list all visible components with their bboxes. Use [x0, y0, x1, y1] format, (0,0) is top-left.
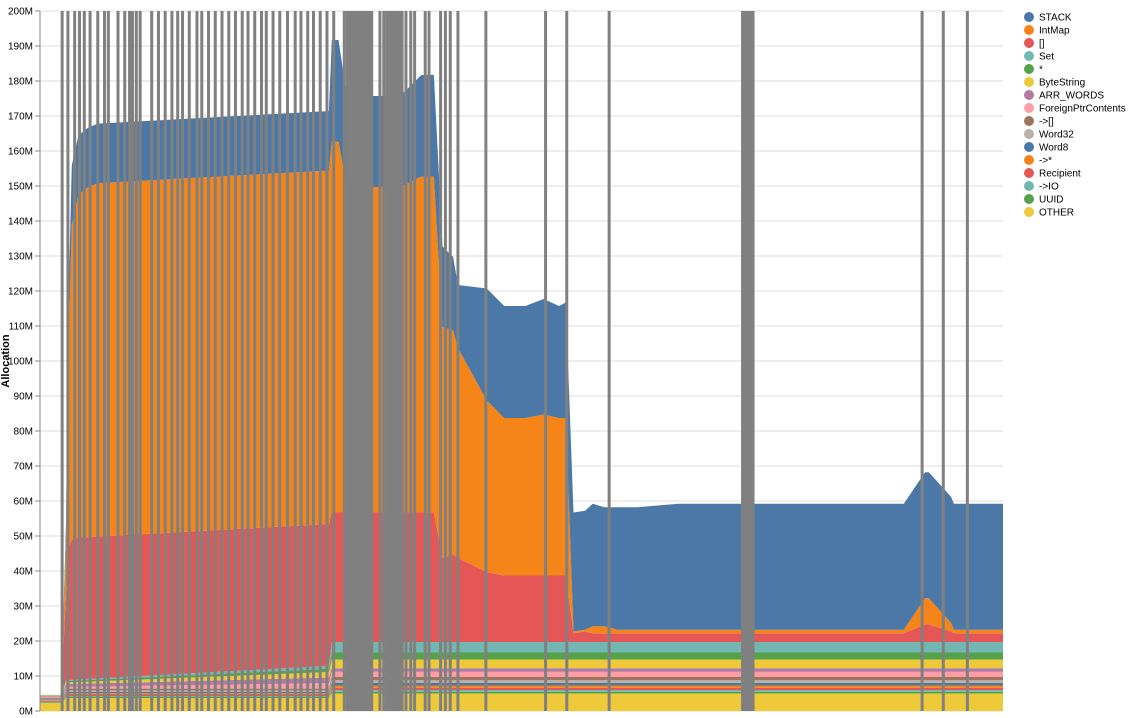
- y-tick-label: 70M: [14, 462, 33, 473]
- area-series-Set: [40, 642, 1003, 696]
- legend-label: ->[]: [1039, 117, 1054, 128]
- legend-swatch: [1024, 194, 1034, 204]
- legend-label: *: [1039, 65, 1043, 76]
- area-series-ARR_WORDS: [40, 668, 1003, 698]
- legend-swatch: [1024, 77, 1034, 87]
- legend-swatch: [1024, 168, 1034, 178]
- y-tick-label: 140M: [8, 217, 33, 228]
- y-axis-title: Allocation: [0, 334, 12, 387]
- area-series-->IO: [40, 690, 1003, 703]
- marker-band: [741, 11, 755, 711]
- y-tick-label: 80M: [14, 427, 33, 438]
- y-tick-label: 100M: [8, 357, 33, 368]
- y-tick-label: 130M: [8, 252, 33, 263]
- area-series-*: [40, 652, 1003, 696]
- legend-label: Word32: [1039, 130, 1074, 141]
- legend-swatch: [1024, 25, 1034, 35]
- area-series-STACK: [40, 40, 1003, 695]
- y-tick-label: 60M: [14, 497, 33, 508]
- area-series-Word8: [40, 683, 1003, 701]
- legend-swatch: [1024, 181, 1034, 191]
- y-tick-label: 50M: [14, 532, 33, 543]
- y-tick-label: 200M: [8, 7, 33, 18]
- legend-swatch: [1024, 116, 1034, 126]
- legend-swatch: [1024, 103, 1034, 113]
- area-series-->[]: [40, 677, 1003, 699]
- legend-swatch: [1024, 142, 1034, 152]
- legend-swatch: [1024, 207, 1034, 217]
- legend-swatch: [1024, 38, 1034, 48]
- area-series-Recipient: [40, 687, 1003, 702]
- legend-label: ->*: [1039, 156, 1052, 167]
- y-tick-label: 30M: [14, 602, 33, 613]
- legend-label: Set: [1039, 52, 1054, 63]
- legend-label: ARR_WORDS: [1039, 91, 1104, 102]
- legend-label: []: [1039, 39, 1045, 50]
- legend-label: ForeignPtrContents: [1039, 104, 1126, 115]
- legend-label: Recipient: [1039, 169, 1081, 180]
- legend-label: OTHER: [1039, 208, 1074, 219]
- stacked-areas: [40, 40, 1003, 711]
- y-tick-label: 170M: [8, 112, 33, 123]
- legend-swatch: [1024, 90, 1034, 100]
- y-tick-label: 150M: [8, 182, 33, 193]
- area-series-Word32: [40, 680, 1003, 700]
- legend-label: UUID: [1039, 195, 1063, 206]
- y-tick-label: 20M: [14, 637, 33, 648]
- legend-label: ->IO: [1039, 182, 1059, 193]
- y-tick-label: 180M: [8, 77, 33, 88]
- marker-lines: [60, 11, 969, 711]
- y-tick-label: 160M: [8, 147, 33, 158]
- y-tick-label: 10M: [14, 672, 33, 683]
- legend-swatch: [1024, 64, 1034, 74]
- y-axis: 0M 10M 20M 30M 40M 50M 60M 70M 80M 90M 100M 110M 120…: [8, 7, 41, 718]
- area-series-ByteString: [40, 659, 1003, 697]
- legend-label: ByteString: [1039, 78, 1085, 89]
- y-tick-label: 40M: [14, 567, 33, 578]
- legend-label: STACK: [1039, 13, 1072, 24]
- y-tick-label: 120M: [8, 287, 33, 298]
- y-tick-label: 110M: [9, 322, 33, 333]
- legend: STACK IntMap [] Set * ByteString ARR_WORDS Fore…: [1024, 12, 1126, 219]
- legend-label: Word8: [1039, 143, 1069, 154]
- y-tick-label: 0M: [19, 707, 33, 718]
- legend-swatch: [1024, 129, 1034, 139]
- legend-swatch: [1024, 51, 1034, 61]
- y-tick-label: 190M: [8, 42, 33, 53]
- legend-swatch: [1024, 12, 1034, 22]
- area-series-ForeignPtrContents: [40, 671, 1003, 699]
- legend-swatch: [1024, 155, 1034, 165]
- y-tick-label: 90M: [14, 392, 33, 403]
- area-series-UUID: [40, 691, 1003, 703]
- legend-label: IntMap: [1039, 26, 1070, 37]
